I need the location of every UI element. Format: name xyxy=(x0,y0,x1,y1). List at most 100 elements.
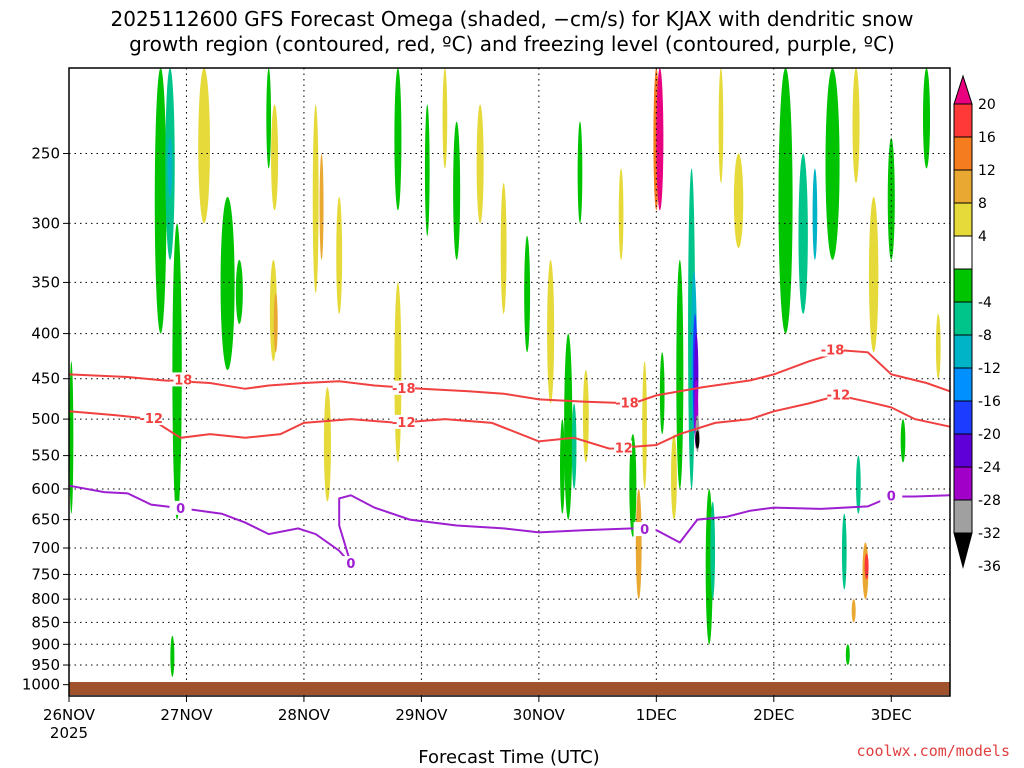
omega-plume-19 xyxy=(424,104,430,236)
omega-shading xyxy=(69,68,941,677)
colorbar-tick-7: -12 xyxy=(978,361,1001,377)
contour-label-0-3: 0 xyxy=(887,490,896,505)
y-axis-ticks: 250 300 350 400 450 500 550 600 650 700 750 800 850 9… xyxy=(22,144,69,694)
omega-plume-17 xyxy=(394,68,402,211)
omega-plume-62 xyxy=(864,553,869,580)
omega-plume-30 xyxy=(582,370,589,463)
colorbar-bin-2 xyxy=(953,136,973,171)
y-tick-label-550: 550 xyxy=(31,447,60,465)
y-tick-label-450: 450 xyxy=(31,370,60,388)
omega-plume-4 xyxy=(172,223,182,520)
colorbar-bin-3 xyxy=(953,169,973,204)
ground-fill xyxy=(69,682,950,695)
x-axis-label: Forecast Time (UTC) xyxy=(418,747,599,768)
x-tick-sublabel-26NOV: 2025 xyxy=(50,724,88,742)
omega-plume-38 xyxy=(671,434,677,520)
omega-plume-37 xyxy=(659,352,665,435)
colorbar-tick-2: 12 xyxy=(978,163,996,179)
omega-plume-3 xyxy=(167,137,173,197)
y-tick-label-900: 900 xyxy=(31,635,60,653)
omega-plume-8 xyxy=(235,259,243,324)
colorbar-bin-10 xyxy=(953,400,973,435)
colorbar: 20 16 12 8 4 -4 -8 -12 -16 -20 -24 -28 -32 -36 xyxy=(953,74,1001,575)
contour-label-bg-2-0 xyxy=(169,500,192,515)
x-tick-label-29NOV: 29NOV xyxy=(395,706,448,724)
omega-plume-54 xyxy=(825,68,840,260)
contour-label-bg-2-3 xyxy=(880,488,903,503)
x-tick-label-27NOV: 27NOV xyxy=(160,706,213,724)
y-tick-label-1000: 1000 xyxy=(22,676,60,694)
colorbar-bin-4 xyxy=(953,202,973,237)
omega-plume-13 xyxy=(312,104,319,294)
contour-label-bg-0-2 xyxy=(615,395,638,410)
colorbar-tick-6: -8 xyxy=(978,328,992,344)
plot-frame xyxy=(68,67,951,697)
contour-label-bg-0-0 xyxy=(169,372,192,387)
y-tick-label-800: 800 xyxy=(31,590,60,608)
contour-label-m12-1: -12 xyxy=(392,416,416,431)
x-tick-label-1DEC: 1DEC xyxy=(636,706,677,724)
omega-plume-25 xyxy=(547,259,555,404)
contour-label-bg-1-2 xyxy=(610,440,633,455)
omega-plume-18 xyxy=(394,282,402,463)
x-tick-label-26NOV: 26NOV xyxy=(43,706,96,724)
omega-plume-6 xyxy=(198,68,210,224)
contour-label-m18-1: -18 xyxy=(392,382,416,397)
contour-line-0 xyxy=(68,484,951,565)
colorbar-tick-11: -28 xyxy=(978,493,1001,509)
y-tick-label-300: 300 xyxy=(31,214,60,232)
colorbar-bin-11 xyxy=(953,433,973,468)
omega-plume-12 xyxy=(273,293,278,353)
contour-label-bg-2-1 xyxy=(339,556,362,571)
temperature-contours: -18 -18 -18 -18 -12 -12 -12 -12 0 0 0 0 xyxy=(68,342,951,572)
omega-plume-28 xyxy=(571,403,577,489)
colorbar-tick-9: -20 xyxy=(978,427,1001,443)
y-tick-label-400: 400 xyxy=(31,325,60,343)
omega-plume-52 xyxy=(798,153,808,314)
omega-plume-60 xyxy=(856,455,861,514)
contour-label-m18-2: -18 xyxy=(615,396,639,411)
omega-plume-31 xyxy=(618,168,624,260)
colorbar-bin-6 xyxy=(953,268,973,303)
contour-label-m18-3: -18 xyxy=(821,343,845,358)
contour-label-bg-1-1 xyxy=(392,414,415,429)
omega-plume-1 xyxy=(154,68,167,334)
contour-label-bg-1-0 xyxy=(140,411,163,426)
omega-plume-9 xyxy=(266,68,272,169)
contour-label-m12-2: -12 xyxy=(609,442,633,457)
omega-plume-66 xyxy=(935,313,941,379)
x-tick-label-3DEC: 3DEC xyxy=(871,706,912,724)
colorbar-top-arrow xyxy=(953,74,973,105)
contour-label-m18-0: -18 xyxy=(169,373,193,388)
colorbar-tick-10: -24 xyxy=(978,460,1001,476)
omega-plume-36 xyxy=(656,68,664,211)
omega-plume-22 xyxy=(476,104,484,224)
omega-plume-32 xyxy=(629,434,637,537)
chart-title-line-1: 2025112600 GFS Forecast Omega (shaded, −… xyxy=(111,7,914,31)
omega-plume-23 xyxy=(500,182,507,314)
y-tick-label-650: 650 xyxy=(31,511,60,529)
contour-label-bg-0-3 xyxy=(821,342,844,357)
colorbar-tick-1: 16 xyxy=(978,130,996,146)
colorbar-bin-13 xyxy=(953,499,973,534)
colorbar-bin-1 xyxy=(953,103,973,138)
omega-plume-14 xyxy=(319,153,324,260)
colorbar-bin-9 xyxy=(953,367,973,402)
colorbar-tick-12: -32 xyxy=(978,526,1001,542)
contour-label-bg-1-3 xyxy=(827,387,850,402)
omega-plume-55 xyxy=(852,68,860,183)
y-tick-label-950: 950 xyxy=(31,656,60,674)
omega-plume-53 xyxy=(812,168,818,260)
y-tick-label-250: 250 xyxy=(31,144,60,162)
colorbar-bin-5 xyxy=(953,235,973,270)
colorbar-tick-13: -36 xyxy=(978,559,1001,575)
colorbar-tick-0: 20 xyxy=(978,97,996,113)
omega-plume-63 xyxy=(851,599,856,623)
omega-plume-15 xyxy=(323,387,331,502)
omega-plume-33 xyxy=(635,488,642,600)
contour-label-0-2: 0 xyxy=(640,523,649,538)
y-tick-label-850: 850 xyxy=(31,613,60,631)
omega-plume-65 xyxy=(922,68,931,169)
contour-label-bg-2-2 xyxy=(633,522,656,537)
